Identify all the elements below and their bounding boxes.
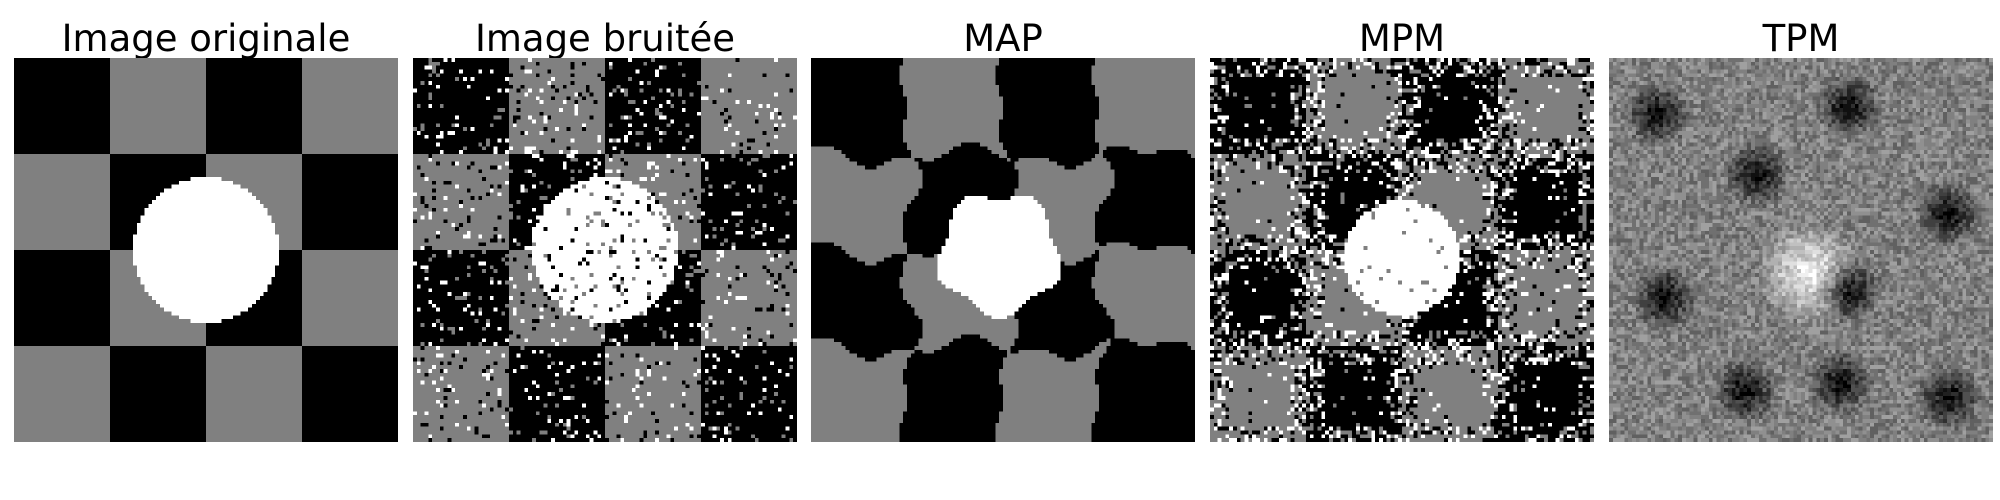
mpm-segmentation-image <box>1210 58 1594 442</box>
panel-tpm: TPM <box>1609 0 1993 500</box>
panel-noisy: Image bruitée <box>413 0 797 500</box>
panel-original: Image originale <box>14 0 398 500</box>
panel-mpm: MPM <box>1210 0 1594 500</box>
panel-title-mpm: MPM <box>1358 17 1446 60</box>
panel-title-original: Image originale <box>61 17 351 60</box>
panel-title-map: MAP <box>963 17 1043 60</box>
original-image <box>14 58 398 442</box>
panel-title-noisy: Image bruitée <box>474 17 736 60</box>
panel-title-tpm: TPM <box>1762 17 1840 60</box>
noisy-image <box>413 58 797 442</box>
tpm-marginal-image <box>1609 58 1993 442</box>
panel-map: MAP <box>811 0 1195 500</box>
map-segmentation-image <box>811 58 1195 442</box>
